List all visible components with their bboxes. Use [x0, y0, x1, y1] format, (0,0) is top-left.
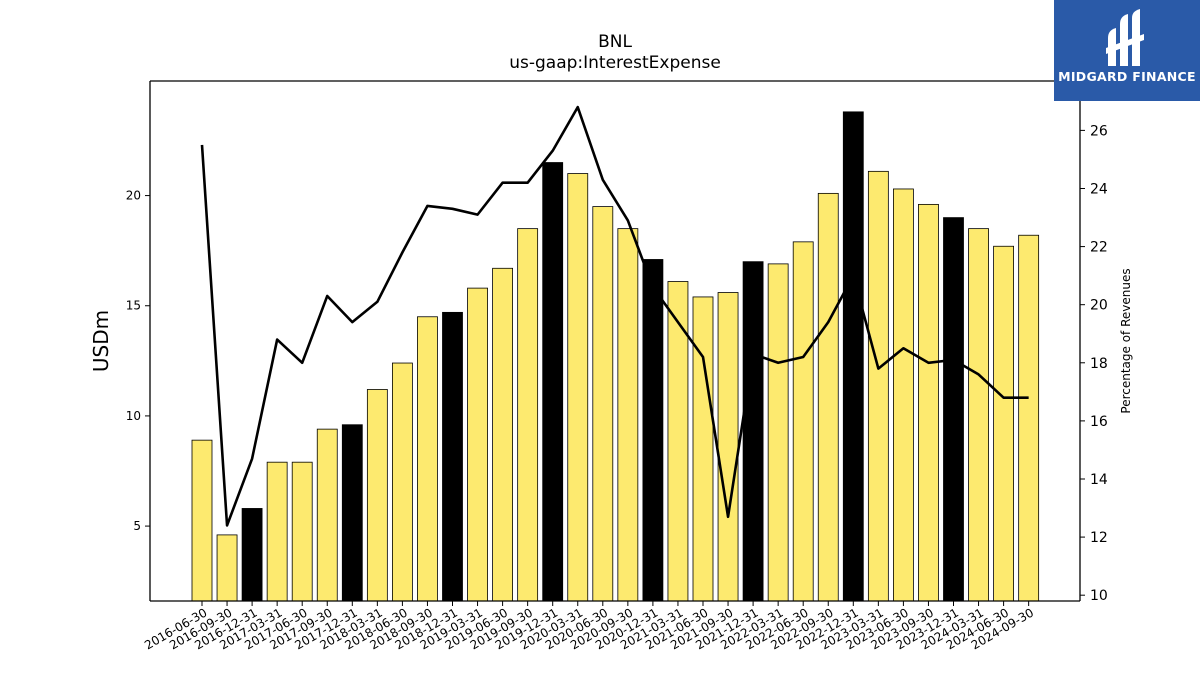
bar: [517, 228, 539, 602]
bar: [567, 173, 589, 602]
bar: [492, 267, 514, 602]
bar: [391, 362, 413, 602]
bar: [767, 263, 789, 602]
bar: [467, 287, 488, 602]
bar: [667, 281, 689, 602]
bar: [442, 311, 463, 602]
bar: [341, 424, 363, 602]
y2-tick-label: 20: [1090, 298, 1108, 314]
logo-text: MIDGARD FINANCE: [1058, 69, 1196, 84]
bar: [241, 508, 263, 602]
bar: [366, 389, 388, 602]
y2-tick-label: 12: [1090, 530, 1108, 546]
bar: [817, 192, 839, 602]
y2-tick-label: 24: [1090, 181, 1108, 197]
y2-axis-label: Percentage of Revenues: [1119, 268, 1133, 413]
midgard-finance-logo: MIDGARD FINANCE: [1054, 0, 1200, 101]
bar: [216, 534, 238, 602]
y2-tick-label: 14: [1090, 472, 1108, 488]
bar: [1018, 234, 1040, 602]
y-tick-label: 15: [126, 299, 141, 313]
bar: [717, 292, 739, 602]
bar: [191, 439, 213, 602]
bar: [692, 296, 714, 602]
bar: [266, 461, 288, 602]
bar: [867, 170, 889, 602]
bar: [316, 428, 338, 602]
bar: [893, 188, 914, 602]
bar: [742, 261, 764, 602]
bar: [291, 461, 313, 602]
bar: [918, 203, 939, 602]
bar: [968, 228, 989, 602]
y2-tick-label: 26: [1090, 123, 1108, 139]
bar: [417, 316, 438, 602]
chart-title: BNL: [598, 32, 632, 52]
y-tick-label: 5: [133, 519, 141, 533]
y2-tick-label: 22: [1090, 240, 1108, 256]
bar: [617, 228, 639, 602]
bar: [542, 162, 564, 602]
bar: [943, 217, 964, 602]
chart-subtitle: us-gaap:InterestExpense: [509, 53, 721, 73]
y-tick-label: 20: [126, 189, 141, 203]
bar: [792, 241, 814, 602]
y-axis-label: USDm: [89, 310, 113, 372]
y2-tick-label: 18: [1090, 356, 1108, 372]
percentage-line: [200, 105, 1029, 527]
bar: [592, 206, 614, 602]
y2-tick-label: 16: [1090, 414, 1108, 430]
bar: [642, 259, 664, 602]
y2-tick-label: 10: [1090, 588, 1108, 604]
midgard-logo-icon: [1106, 9, 1144, 66]
bar: [842, 111, 864, 602]
bar: [993, 245, 1014, 602]
y-tick-label: 10: [126, 409, 141, 423]
